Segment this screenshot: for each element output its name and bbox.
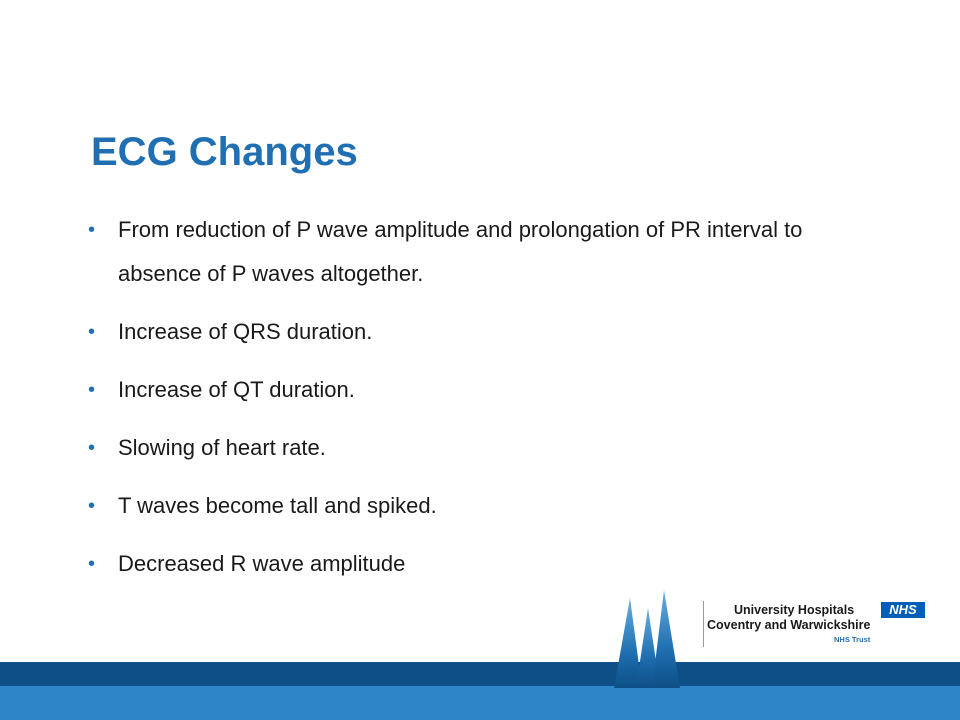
- bullet-dot: •: [88, 321, 96, 343]
- spire-shape: [636, 608, 660, 688]
- bullet-item: • Slowing of heart rate.: [88, 426, 848, 470]
- bullet-item: • Increase of QRS duration.: [88, 310, 848, 354]
- bullet-text: Slowing of heart rate.: [118, 435, 326, 460]
- hospital-logo: University Hospitals Coventry and Warwic…: [703, 601, 925, 647]
- spire-shape: [652, 590, 680, 688]
- bullet-item: • Decreased R wave amplitude: [88, 542, 848, 586]
- footer-band-dark: [0, 662, 960, 688]
- bullet-dot: •: [88, 219, 96, 241]
- logo-line-2: Coventry and Warwickshire: [707, 618, 871, 632]
- bullet-text: T waves become tall and spiked.: [118, 493, 437, 518]
- logo-line-3: NHS Trust: [834, 635, 871, 644]
- bullet-text: Decreased R wave amplitude: [118, 551, 406, 576]
- spire-shape: [614, 598, 642, 688]
- bullet-item: • From reduction of P wave amplitude and …: [88, 208, 848, 296]
- logo-line-1: University Hospitals: [734, 603, 855, 617]
- bullet-text: Increase of QT duration.: [118, 377, 355, 402]
- bullet-list: • From reduction of P wave amplitude and …: [88, 208, 848, 600]
- bullet-item: • Increase of QT duration.: [88, 368, 848, 412]
- bullet-dot: •: [88, 437, 96, 459]
- bullet-text: From reduction of P wave amplitude and p…: [118, 217, 803, 286]
- bullet-dot: •: [88, 553, 96, 575]
- logo-divider: [703, 601, 704, 647]
- footer-band-light: [0, 686, 960, 720]
- bullet-dot: •: [88, 379, 96, 401]
- footer-decoration: [0, 590, 960, 720]
- bullet-item: • T waves become tall and spiked.: [88, 484, 848, 528]
- nhs-badge: NHS: [881, 602, 925, 618]
- bullet-text: Increase of QRS duration.: [118, 319, 373, 344]
- bullet-dot: •: [88, 495, 96, 517]
- slide-title: ECG Changes: [91, 130, 358, 174]
